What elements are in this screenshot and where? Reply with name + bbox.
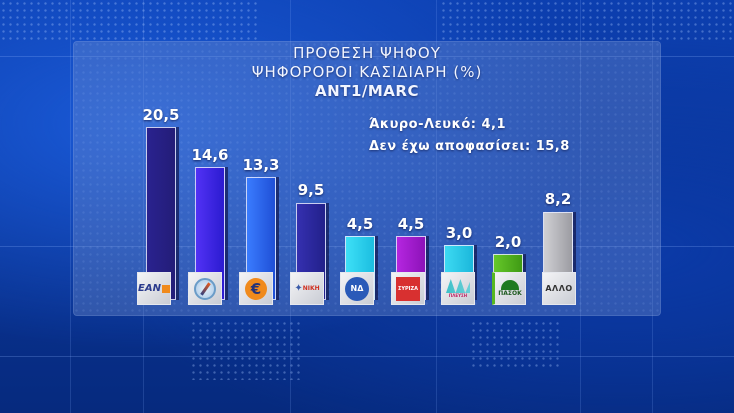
niki-logo-icon: ✦ ΝΙΚΗ — [290, 272, 324, 305]
chart-source: ΑΝΤ1/MARC — [315, 82, 419, 100]
nd-logo-icon: ΝΔ — [340, 272, 374, 305]
bar-value-label: 8,2 — [544, 190, 572, 208]
bar-value-label: 3,0 — [445, 224, 473, 242]
background-gridline — [652, 0, 653, 413]
background-dot-pattern — [440, 0, 734, 40]
chart-title: ΠΡΟΘΕΣΗ ΨΗΦΟΥ — [293, 44, 441, 62]
background-dot-pattern — [0, 0, 260, 40]
plefsi-logo-icon: ΠΛΕΥΣΗ — [441, 272, 475, 305]
background-gridline — [0, 56, 734, 57]
background-dot-pattern — [470, 320, 560, 370]
bar-value-label: 4,5 — [346, 215, 374, 233]
background-gridline — [143, 0, 144, 413]
bar-value-label: 13,3 — [242, 156, 280, 174]
bar-value-label: 9,5 — [297, 181, 325, 199]
chart-subtitle: ΨΗΦΟΡΟΡΟΙ ΚΑΣΙΔΙΑΡΗ (%) — [251, 63, 483, 81]
note-undecided: Δεν έχω αποφασίσει: 15,8 — [369, 139, 570, 154]
spartiates-compass-logo-icon — [188, 272, 222, 305]
allo-logo-icon: ΑΛΛΟ — [542, 272, 576, 305]
bar-value-label: 14,6 — [191, 146, 229, 164]
bar-value-label: 20,5 — [142, 106, 180, 124]
elliniki-lysi-logo-icon: € — [239, 272, 273, 305]
background-gridline — [436, 0, 437, 413]
background-gridline — [580, 0, 581, 413]
background-gridline — [0, 356, 734, 357]
bar-value-label: 4,5 — [397, 215, 425, 233]
background-gridline — [290, 0, 291, 413]
background-dot-pattern — [190, 320, 300, 380]
pasok-logo-icon: ΠΑΣΟΚ — [492, 272, 526, 305]
bar-value-label: 2,0 — [494, 233, 522, 251]
background-gridline — [70, 0, 71, 413]
note-invalid-blank: Άκυρο-Λευκό: 4,1 — [369, 117, 507, 132]
ean-logo-icon: EAN — [137, 272, 171, 305]
syriza-logo-icon: ΣΥΡΙΖΑ — [391, 272, 425, 305]
